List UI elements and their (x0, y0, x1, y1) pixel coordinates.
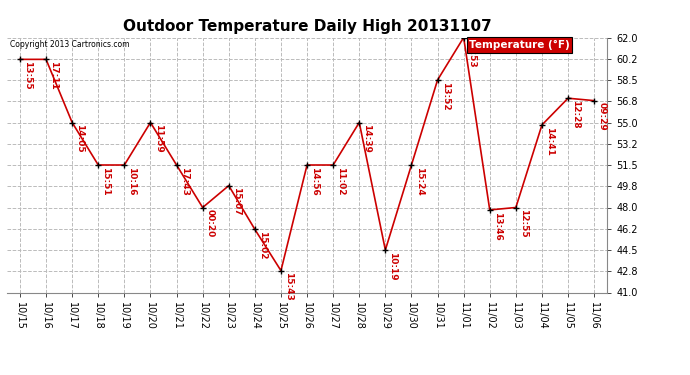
Text: 14:41: 14:41 (545, 127, 554, 156)
Text: 10:19: 10:19 (388, 252, 397, 280)
Text: 17:11: 17:11 (49, 61, 58, 90)
Text: 15:43: 15:43 (284, 273, 293, 301)
Text: 13:52: 13:52 (441, 82, 450, 111)
Text: 00:20: 00:20 (206, 209, 215, 238)
Text: 13:46: 13:46 (493, 212, 502, 240)
Text: 14:56: 14:56 (310, 167, 319, 196)
Text: 13:55: 13:55 (23, 61, 32, 90)
Text: 15:51: 15:51 (101, 167, 110, 195)
Text: 11:53: 11:53 (466, 39, 476, 68)
Text: 09:29: 09:29 (598, 102, 607, 131)
Text: Copyright 2013 Cartronics.com: Copyright 2013 Cartronics.com (10, 40, 130, 49)
Title: Outdoor Temperature Daily High 20131107: Outdoor Temperature Daily High 20131107 (123, 18, 491, 33)
Text: 15:07: 15:07 (232, 188, 241, 216)
Text: 15:24: 15:24 (415, 167, 424, 196)
Text: 14:05: 14:05 (75, 124, 84, 153)
Text: 12:28: 12:28 (571, 100, 580, 129)
Text: 11:59: 11:59 (154, 124, 163, 153)
Text: 12:55: 12:55 (519, 209, 528, 238)
Text: Temperature (°F): Temperature (°F) (469, 40, 570, 50)
Text: 11:02: 11:02 (336, 167, 345, 195)
Text: 14:39: 14:39 (362, 124, 371, 153)
Text: 15:02: 15:02 (258, 231, 267, 260)
Text: 17:43: 17:43 (179, 167, 188, 196)
Text: 10:16: 10:16 (128, 167, 137, 195)
